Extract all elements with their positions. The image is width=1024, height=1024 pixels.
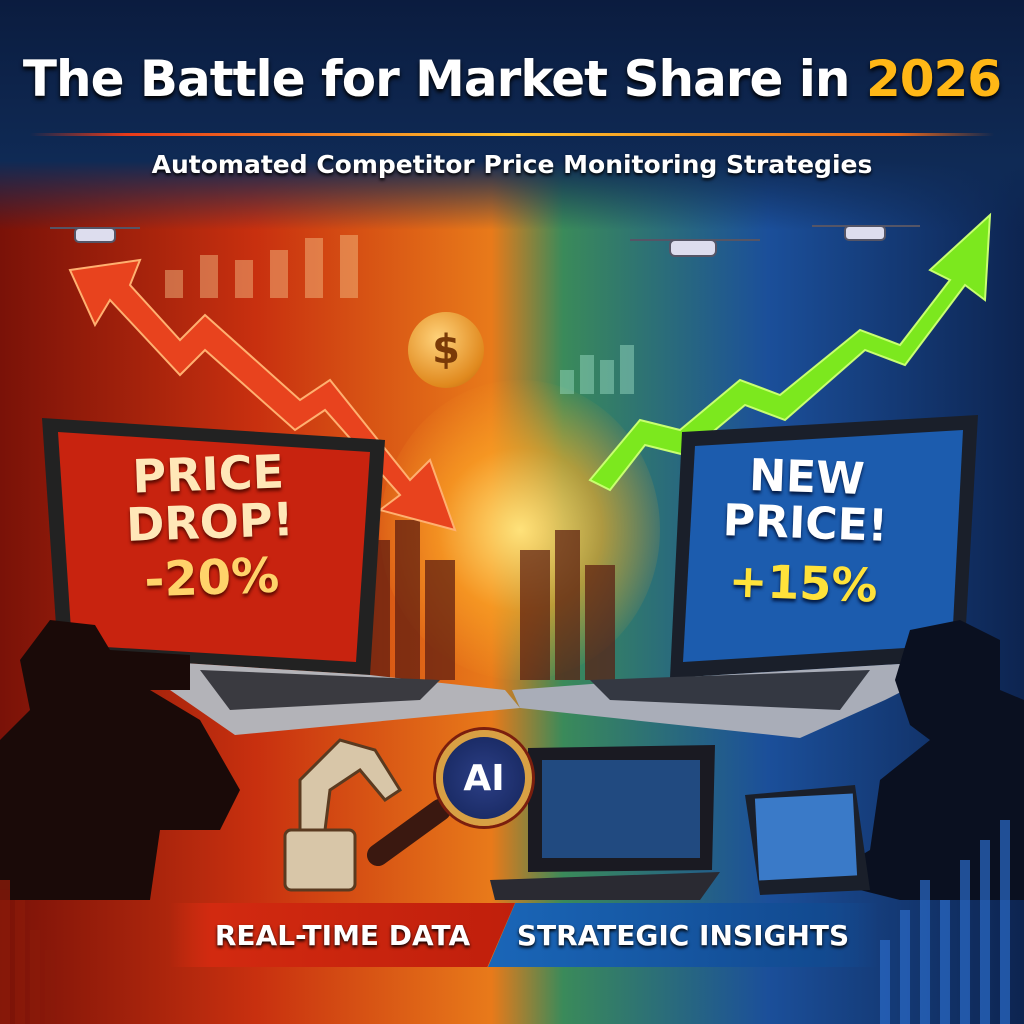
robot-arm-icon — [283, 738, 403, 892]
price-drop-line1: PRICE — [131, 444, 285, 504]
city-skyline — [360, 520, 615, 680]
banner-left-label: REAL-TIME DATA — [214, 918, 471, 952]
drone-icon — [50, 227, 140, 243]
page-title: The Battle for Market Share in 2026 — [0, 50, 1024, 108]
magnifier-icon — [367, 799, 451, 866]
bottom-bars-left — [0, 880, 55, 1024]
ai-badge: AI — [436, 730, 532, 826]
down-trend-arrow-icon — [68, 258, 457, 532]
drone-icon — [812, 225, 920, 241]
handheld-tablet — [745, 785, 870, 895]
person-with-binoculars — [0, 620, 240, 900]
bottom-bars-right — [880, 820, 1010, 1024]
new-price-line2: PRICE! — [721, 495, 889, 553]
drone-icon — [630, 239, 760, 257]
person-with-tablet — [820, 620, 1024, 900]
title-divider — [30, 133, 994, 136]
title-year: 2026 — [865, 50, 1002, 108]
dollar-coin-icon: $ — [408, 312, 484, 388]
subtitle: Automated Competitor Price Monitoring St… — [151, 150, 873, 179]
price-drop-percent: -20% — [143, 547, 281, 608]
background-bars-right — [560, 345, 634, 394]
left-laptop-screen: PRICE DROP! -20% — [82, 444, 337, 608]
title-main: The Battle for Market Share in — [22, 50, 851, 108]
banner-strategic-insights: STRATEGIC INSIGHTS — [488, 903, 878, 967]
background-bars — [165, 235, 358, 298]
price-drop-line2: DROP! — [125, 492, 295, 553]
new-price-percent: +15% — [727, 553, 879, 613]
header-background — [0, 0, 1024, 230]
banner-right-label: STRATEGIC INSIGHTS — [516, 918, 850, 952]
right-laptop-screen: NEW PRICE! +15% — [697, 450, 912, 613]
center-monitor — [490, 745, 720, 900]
right-laptop — [512, 415, 978, 738]
banner-real-time-data: REAL-TIME DATA — [170, 903, 515, 967]
